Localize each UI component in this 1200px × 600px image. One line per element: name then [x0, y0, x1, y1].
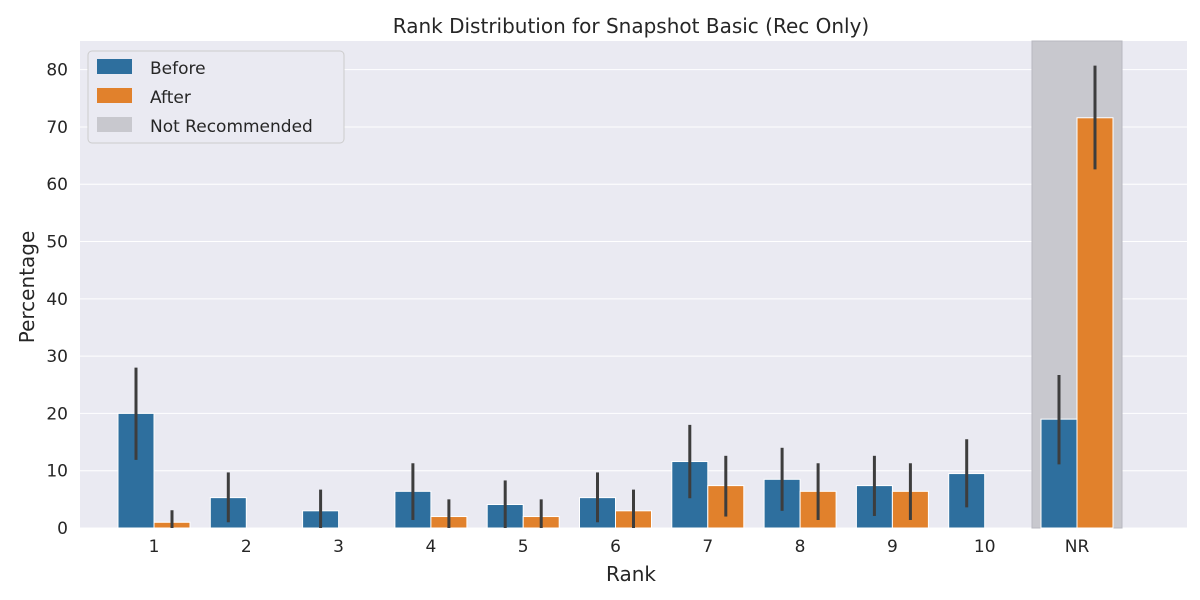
- y-tick-label: 60: [46, 175, 68, 195]
- x-tick-label: NR: [1065, 537, 1090, 557]
- legend-label-after: After: [150, 88, 191, 108]
- y-tick-label: 0: [57, 519, 68, 539]
- x-tick-label: 4: [425, 537, 436, 557]
- y-tick-label: 40: [46, 290, 68, 310]
- x-tick-label: 9: [887, 537, 898, 557]
- legend-label-not-recommended: Not Recommended: [150, 117, 313, 137]
- bar-after-NR: [1076, 117, 1114, 529]
- y-tick-label: 30: [46, 347, 68, 367]
- y-tick-label: 80: [46, 61, 68, 81]
- legend: Before After Not Recommended: [87, 50, 345, 144]
- x-tick-label: 6: [610, 537, 621, 557]
- y-tick-label: 50: [46, 233, 68, 253]
- legend-swatch-not-recommended: [97, 117, 132, 132]
- y-tick-labels: 0 10 20 30 40 50 60 70 80: [46, 61, 68, 539]
- legend-box: [87, 50, 345, 144]
- x-tick-label: 5: [518, 537, 529, 557]
- error-bars: [134, 65, 1097, 528]
- x-tick-label: 8: [795, 537, 806, 557]
- x-tick-label: 3: [333, 537, 344, 557]
- y-axis-label: Percentage: [15, 231, 39, 344]
- y-tick-label: 20: [46, 404, 68, 424]
- x-tick-labels: 1 2 3 4 5 6 7 8 9 10 NR: [149, 537, 1090, 557]
- x-tick-label: 2: [241, 537, 252, 557]
- y-tick-label: 70: [46, 118, 68, 138]
- legend-swatch-before: [97, 59, 132, 74]
- x-tick-label: 7: [702, 537, 713, 557]
- x-axis-label: Rank: [606, 562, 656, 586]
- x-tick-label: 10: [974, 537, 996, 557]
- legend-label-before: Before: [150, 59, 206, 79]
- legend-swatch-after: [97, 88, 132, 103]
- x-tick-label: 1: [149, 537, 160, 557]
- chart-title: Rank Distribution for Snapshot Basic (Re…: [393, 14, 869, 38]
- y-tick-label: 10: [46, 462, 68, 482]
